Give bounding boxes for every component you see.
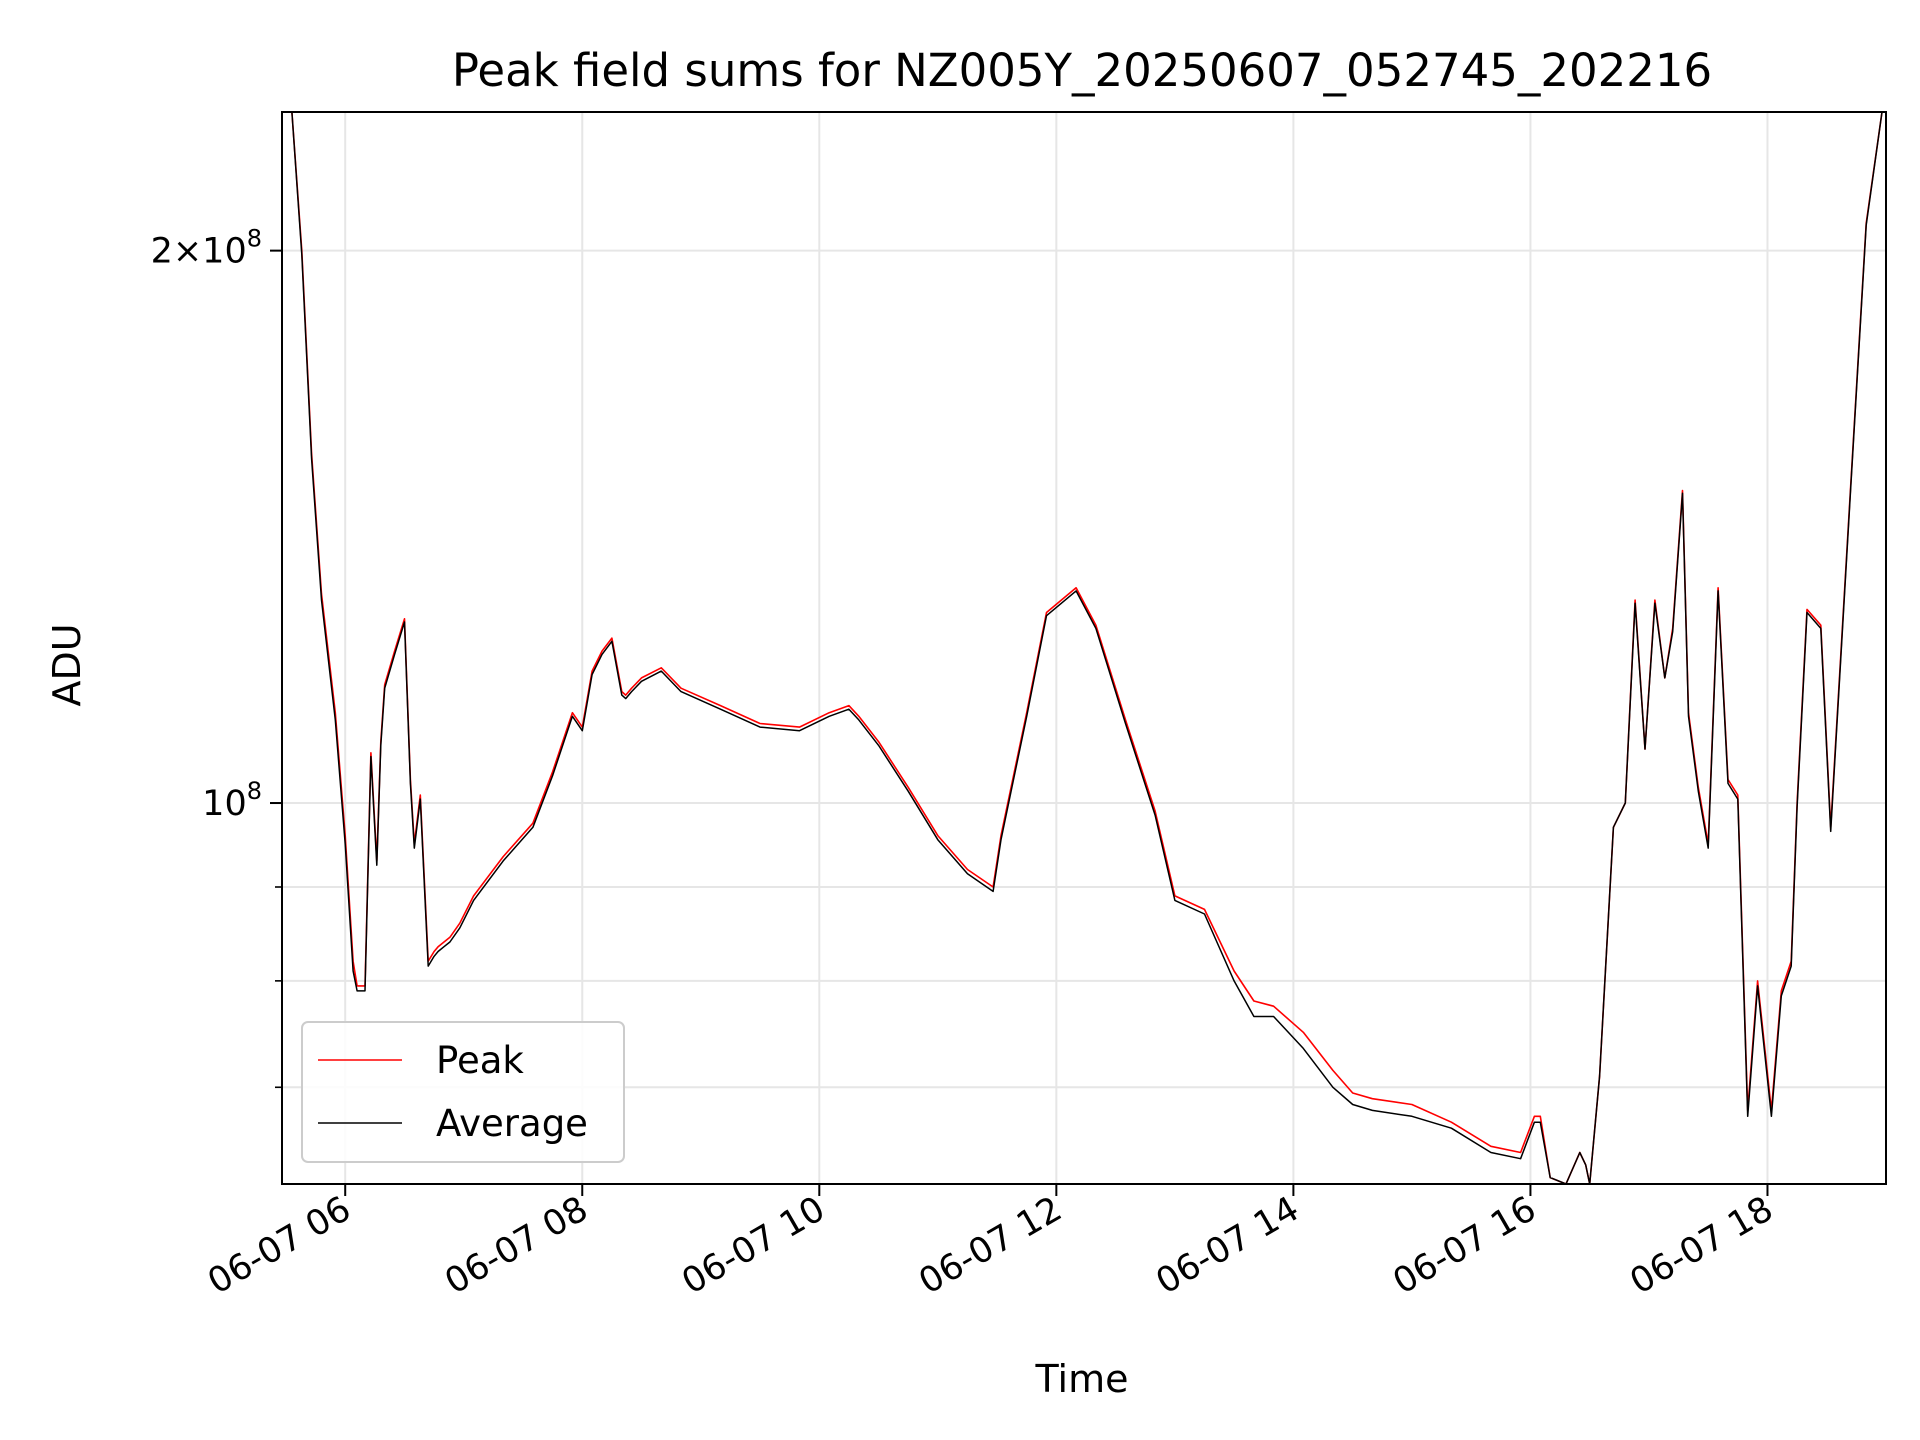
y-tick-label: 2×108 xyxy=(151,225,262,272)
legend-box xyxy=(301,1021,625,1163)
series-line-average xyxy=(284,112,1883,1184)
y-tick-label: 108 xyxy=(202,777,262,824)
legend-label-peak: Peak xyxy=(436,1039,524,1082)
x-axis-label: Time xyxy=(1035,1357,1129,1401)
plot-frame xyxy=(281,111,1887,1185)
y-axis-label: ADU xyxy=(45,623,89,706)
legend: Peak Average xyxy=(301,1021,625,1163)
legend-label-average: Average xyxy=(436,1102,588,1145)
chart-title: Peak field sums for NZ005Y_20250607_0527… xyxy=(452,44,1712,97)
grid xyxy=(282,112,1886,1184)
series-layer xyxy=(284,112,1883,1184)
